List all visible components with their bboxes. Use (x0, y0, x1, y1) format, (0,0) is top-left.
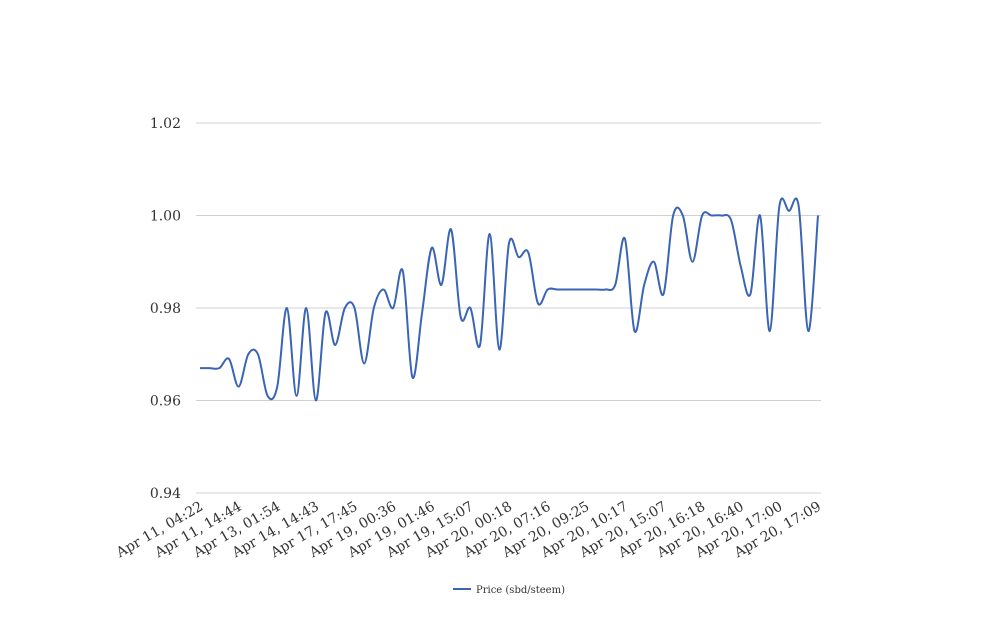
legend-label: Price (sbd/steem) (476, 585, 565, 596)
y-tick-label: 0.94 (150, 486, 181, 502)
line (199, 197, 819, 402)
y-tick-label: 0.98 (150, 301, 181, 317)
y-tick-label: 0.96 (150, 394, 181, 410)
y-tick-label: 1.02 (150, 116, 181, 132)
y-tick-label: 1.00 (150, 209, 181, 225)
